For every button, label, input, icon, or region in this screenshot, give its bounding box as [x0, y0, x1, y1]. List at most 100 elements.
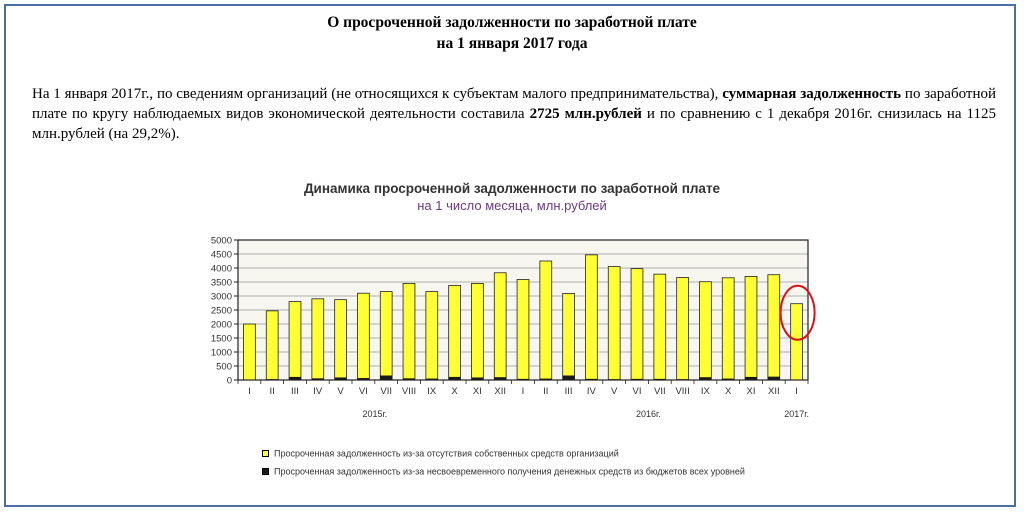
- y-tick-label-2500: 2500: [211, 306, 232, 317]
- x-tick-label-14: II: [543, 386, 548, 397]
- x-tick-label-6: VI: [359, 386, 368, 397]
- bar-16: [585, 254, 598, 381]
- x-tick-label-21: IX: [701, 386, 711, 397]
- bar-14: [539, 260, 553, 381]
- bar-budget-19: [653, 378, 666, 380]
- y-tick-label-4500: 4500: [211, 250, 232, 261]
- y-tick-label-1000: 1000: [211, 348, 232, 359]
- chart-title: Динамика просроченной задолженности по з…: [303, 181, 721, 196]
- bar-8: [402, 282, 416, 381]
- document-title: О просроченной задолженности по заработн…: [0, 12, 1024, 54]
- bar-6: [357, 292, 370, 381]
- bar-3: [288, 301, 302, 381]
- legend-label-budget-funds: Просроченная задолженность из-за несвоев…: [274, 466, 745, 477]
- bar-budget-6: [357, 378, 370, 380]
- x-tick-label-13: I: [522, 386, 525, 397]
- legend-item-budget-funds: Просроченная задолженность из-за несвоев…: [262, 466, 745, 477]
- bar-budget-24: [767, 376, 780, 380]
- x-tick-label-5: V: [337, 386, 344, 397]
- highlight-circle: [779, 284, 816, 341]
- bar-24: [767, 274, 781, 381]
- x-tick-label-2: II: [270, 386, 275, 397]
- bar-budget-22: [722, 378, 735, 380]
- chart-title-block: Динамика просроченной задолженности по з…: [0, 180, 1024, 214]
- bar-17: [607, 266, 621, 381]
- legend-item-own-funds: Просроченная задолженность из-за отсутст…: [262, 448, 619, 459]
- x-tick-label-9: IX: [427, 386, 437, 397]
- bar-budget-9: [425, 378, 438, 380]
- paragraph-part-1: На 1 января 2017г., по сведениям организ…: [32, 86, 723, 102]
- bar-budget-17: [608, 379, 621, 380]
- bar-budget-23: [745, 376, 757, 380]
- x-tick-label-3: III: [291, 386, 299, 397]
- x-tick-label-25: I: [795, 386, 798, 397]
- bar-budget-15: [562, 375, 575, 380]
- bar-budget-5: [334, 377, 347, 380]
- bar-23: [744, 275, 758, 381]
- chart-subtitle: на 1 число месяца, млн.рублей: [417, 198, 607, 213]
- bar-22: [721, 277, 735, 381]
- bar-15: [562, 293, 575, 381]
- bar-19: [653, 273, 667, 381]
- bar-budget-16: [585, 378, 598, 380]
- document-frame: [4, 4, 1016, 507]
- bar-budget-25: [790, 379, 803, 380]
- bar-budget-21: [699, 377, 712, 380]
- bar-12: [493, 272, 507, 381]
- y-tick-label-3000: 3000: [211, 292, 232, 303]
- legend-label-own-funds: Просроченная задолженность из-за отсутст…: [274, 448, 619, 459]
- year-label-3: 2017г.: [784, 409, 809, 419]
- bar-11: [471, 282, 484, 381]
- x-tick-label-11: XI: [473, 386, 482, 397]
- x-tick-label-4: IV: [313, 386, 323, 397]
- y-tick-label-3500: 3500: [211, 278, 232, 289]
- bar-18: [630, 268, 644, 381]
- title-line-1: О просроченной задолженности по заработн…: [327, 14, 697, 31]
- x-tick-label-19: VII: [654, 386, 666, 397]
- y-tick-label-0: 0: [227, 376, 232, 387]
- x-tick-label-15: III: [565, 386, 573, 397]
- bar-25: [790, 303, 803, 381]
- bar-budget-2: [266, 379, 279, 380]
- bar-budget-20: [676, 379, 689, 380]
- y-tick-label-500: 500: [216, 362, 232, 373]
- bar-20: [676, 277, 689, 381]
- bar-budget-12: [494, 377, 507, 380]
- x-tick-label-16: IV: [587, 386, 597, 397]
- y-tick-label-5000: 5000: [211, 236, 232, 247]
- bar-budget-14: [539, 378, 552, 380]
- bar-budget-1: [243, 379, 256, 380]
- x-tick-label-18: VI: [633, 386, 642, 397]
- paragraph-part-2: по заработной плате по кругу наблюдаемых…: [32, 86, 997, 122]
- bar-budget-7: [380, 375, 393, 380]
- x-tick-label-23: XI: [747, 386, 756, 397]
- bar-5: [334, 299, 347, 381]
- bar-2: [265, 310, 279, 381]
- bar-budget-8: [403, 378, 415, 380]
- x-tick-label-24: XII: [768, 386, 780, 397]
- bar-budget-10: [448, 376, 461, 380]
- title-line-2: на 1 января 2017 года: [436, 35, 588, 52]
- y-tick-label-2000: 2000: [211, 320, 232, 331]
- x-tick-label-8: VIII: [402, 386, 416, 397]
- bar-budget-11: [471, 377, 484, 380]
- year-label-2: 2016г.: [636, 409, 661, 419]
- bar-10: [448, 284, 461, 381]
- bar-budget-4: [311, 378, 324, 380]
- y-tick-label-4000: 4000: [211, 264, 232, 275]
- bar-1: [243, 323, 256, 381]
- x-tick-label-17: V: [611, 386, 618, 397]
- x-tick-label-7: VII: [380, 386, 392, 397]
- bar-9: [425, 291, 439, 381]
- y-tick-label-1500: 1500: [211, 334, 232, 345]
- summary-paragraph: На 1 января 2017г., по сведениям организ…: [32, 84, 996, 144]
- bar-budget-13: [517, 378, 529, 380]
- paragraph-bold-1: суммарная задолженность: [722, 86, 902, 102]
- x-tick-label-12: XII: [494, 386, 506, 397]
- x-tick-label-22: X: [725, 386, 732, 397]
- x-tick-label-1: I: [248, 386, 251, 397]
- bar-21: [699, 281, 712, 381]
- bar-7: [379, 291, 393, 381]
- bar-4: [311, 298, 325, 381]
